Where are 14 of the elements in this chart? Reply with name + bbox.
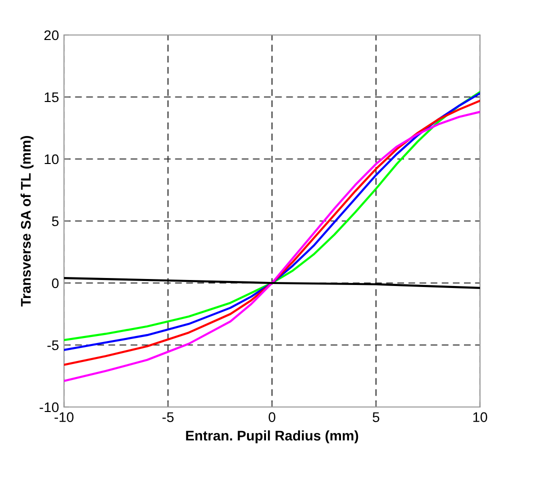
x-tick-label: 5	[372, 412, 380, 422]
y-tick-label: 20	[44, 30, 59, 40]
x-tick-label: -5	[162, 412, 174, 422]
y-tick-label: -10	[40, 402, 59, 412]
y-axis-title: Transverse SA of TL (mm)	[20, 136, 34, 307]
x-tick-label: 10	[473, 412, 488, 422]
y-tick-label: 0	[52, 278, 59, 288]
line-series	[64, 276, 480, 290]
x-tick-label: 0	[268, 412, 276, 422]
y-tick-label: 10	[44, 154, 59, 164]
y-tick-label: 15	[44, 92, 59, 102]
y-tick-label: -5	[47, 340, 59, 350]
y-tick-label: 5	[52, 216, 59, 226]
x-axis-title: Entran. Pupil Radius (mm)	[186, 430, 358, 444]
